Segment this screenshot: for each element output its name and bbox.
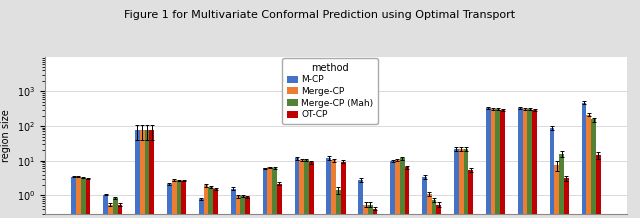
Bar [486,108,491,218]
Bar [272,168,277,218]
Bar [459,149,463,218]
Bar [390,161,395,218]
Bar [245,197,250,218]
Legend: M-CP, Merge-CP, Merge-CP (Mah), OT-CP: M-CP, Merge-CP, Merge-CP (Mah), OT-CP [282,58,378,124]
Bar [103,195,108,218]
Bar [326,158,332,218]
Bar [268,167,272,218]
Bar [167,184,172,218]
Bar [199,199,204,218]
Bar [404,167,410,218]
Bar [495,109,500,218]
Bar [113,198,118,218]
Bar [336,191,340,218]
Bar [209,187,213,218]
Bar [213,189,218,218]
Bar [135,130,140,218]
Bar [372,209,378,218]
Bar [550,128,554,218]
Bar [368,204,372,218]
Bar [523,109,527,218]
Bar [309,162,314,218]
Bar [527,109,532,218]
Bar [432,200,436,218]
Bar [277,184,282,218]
Bar [108,204,113,218]
Bar [231,189,236,218]
Bar [332,160,336,218]
Bar [468,170,473,218]
Bar [340,162,346,218]
Bar [236,196,240,218]
Bar [491,109,495,218]
Bar [436,204,441,218]
Bar [500,110,505,218]
Bar [172,180,177,218]
Bar [86,179,90,218]
Bar [177,181,181,218]
Bar [145,130,149,218]
Bar [76,177,81,218]
Y-axis label: region size: region size [1,109,11,162]
Bar [591,119,596,218]
Bar [518,108,523,218]
Bar [358,180,363,218]
Bar [454,149,459,218]
Bar [181,181,186,218]
Bar [204,186,209,218]
Bar [240,196,245,218]
Bar [586,114,591,218]
Bar [564,178,569,218]
Text: Figure 1 for Multivariate Conformal Prediction using Optimal Transport: Figure 1 for Multivariate Conformal Pred… [124,10,516,20]
Bar [596,155,601,218]
Bar [149,130,154,218]
Bar [400,158,404,218]
Bar [559,154,564,218]
Bar [363,204,368,218]
Bar [554,165,559,218]
Bar [81,178,86,218]
Bar [262,169,268,218]
Bar [118,204,122,218]
Bar [463,149,468,218]
Bar [71,177,76,218]
Bar [300,160,304,218]
Bar [294,158,300,218]
Bar [304,160,309,218]
Bar [422,177,427,218]
Bar [140,130,145,218]
Bar [395,160,400,218]
Bar [427,194,432,218]
Bar [582,103,586,218]
Bar [532,110,537,218]
